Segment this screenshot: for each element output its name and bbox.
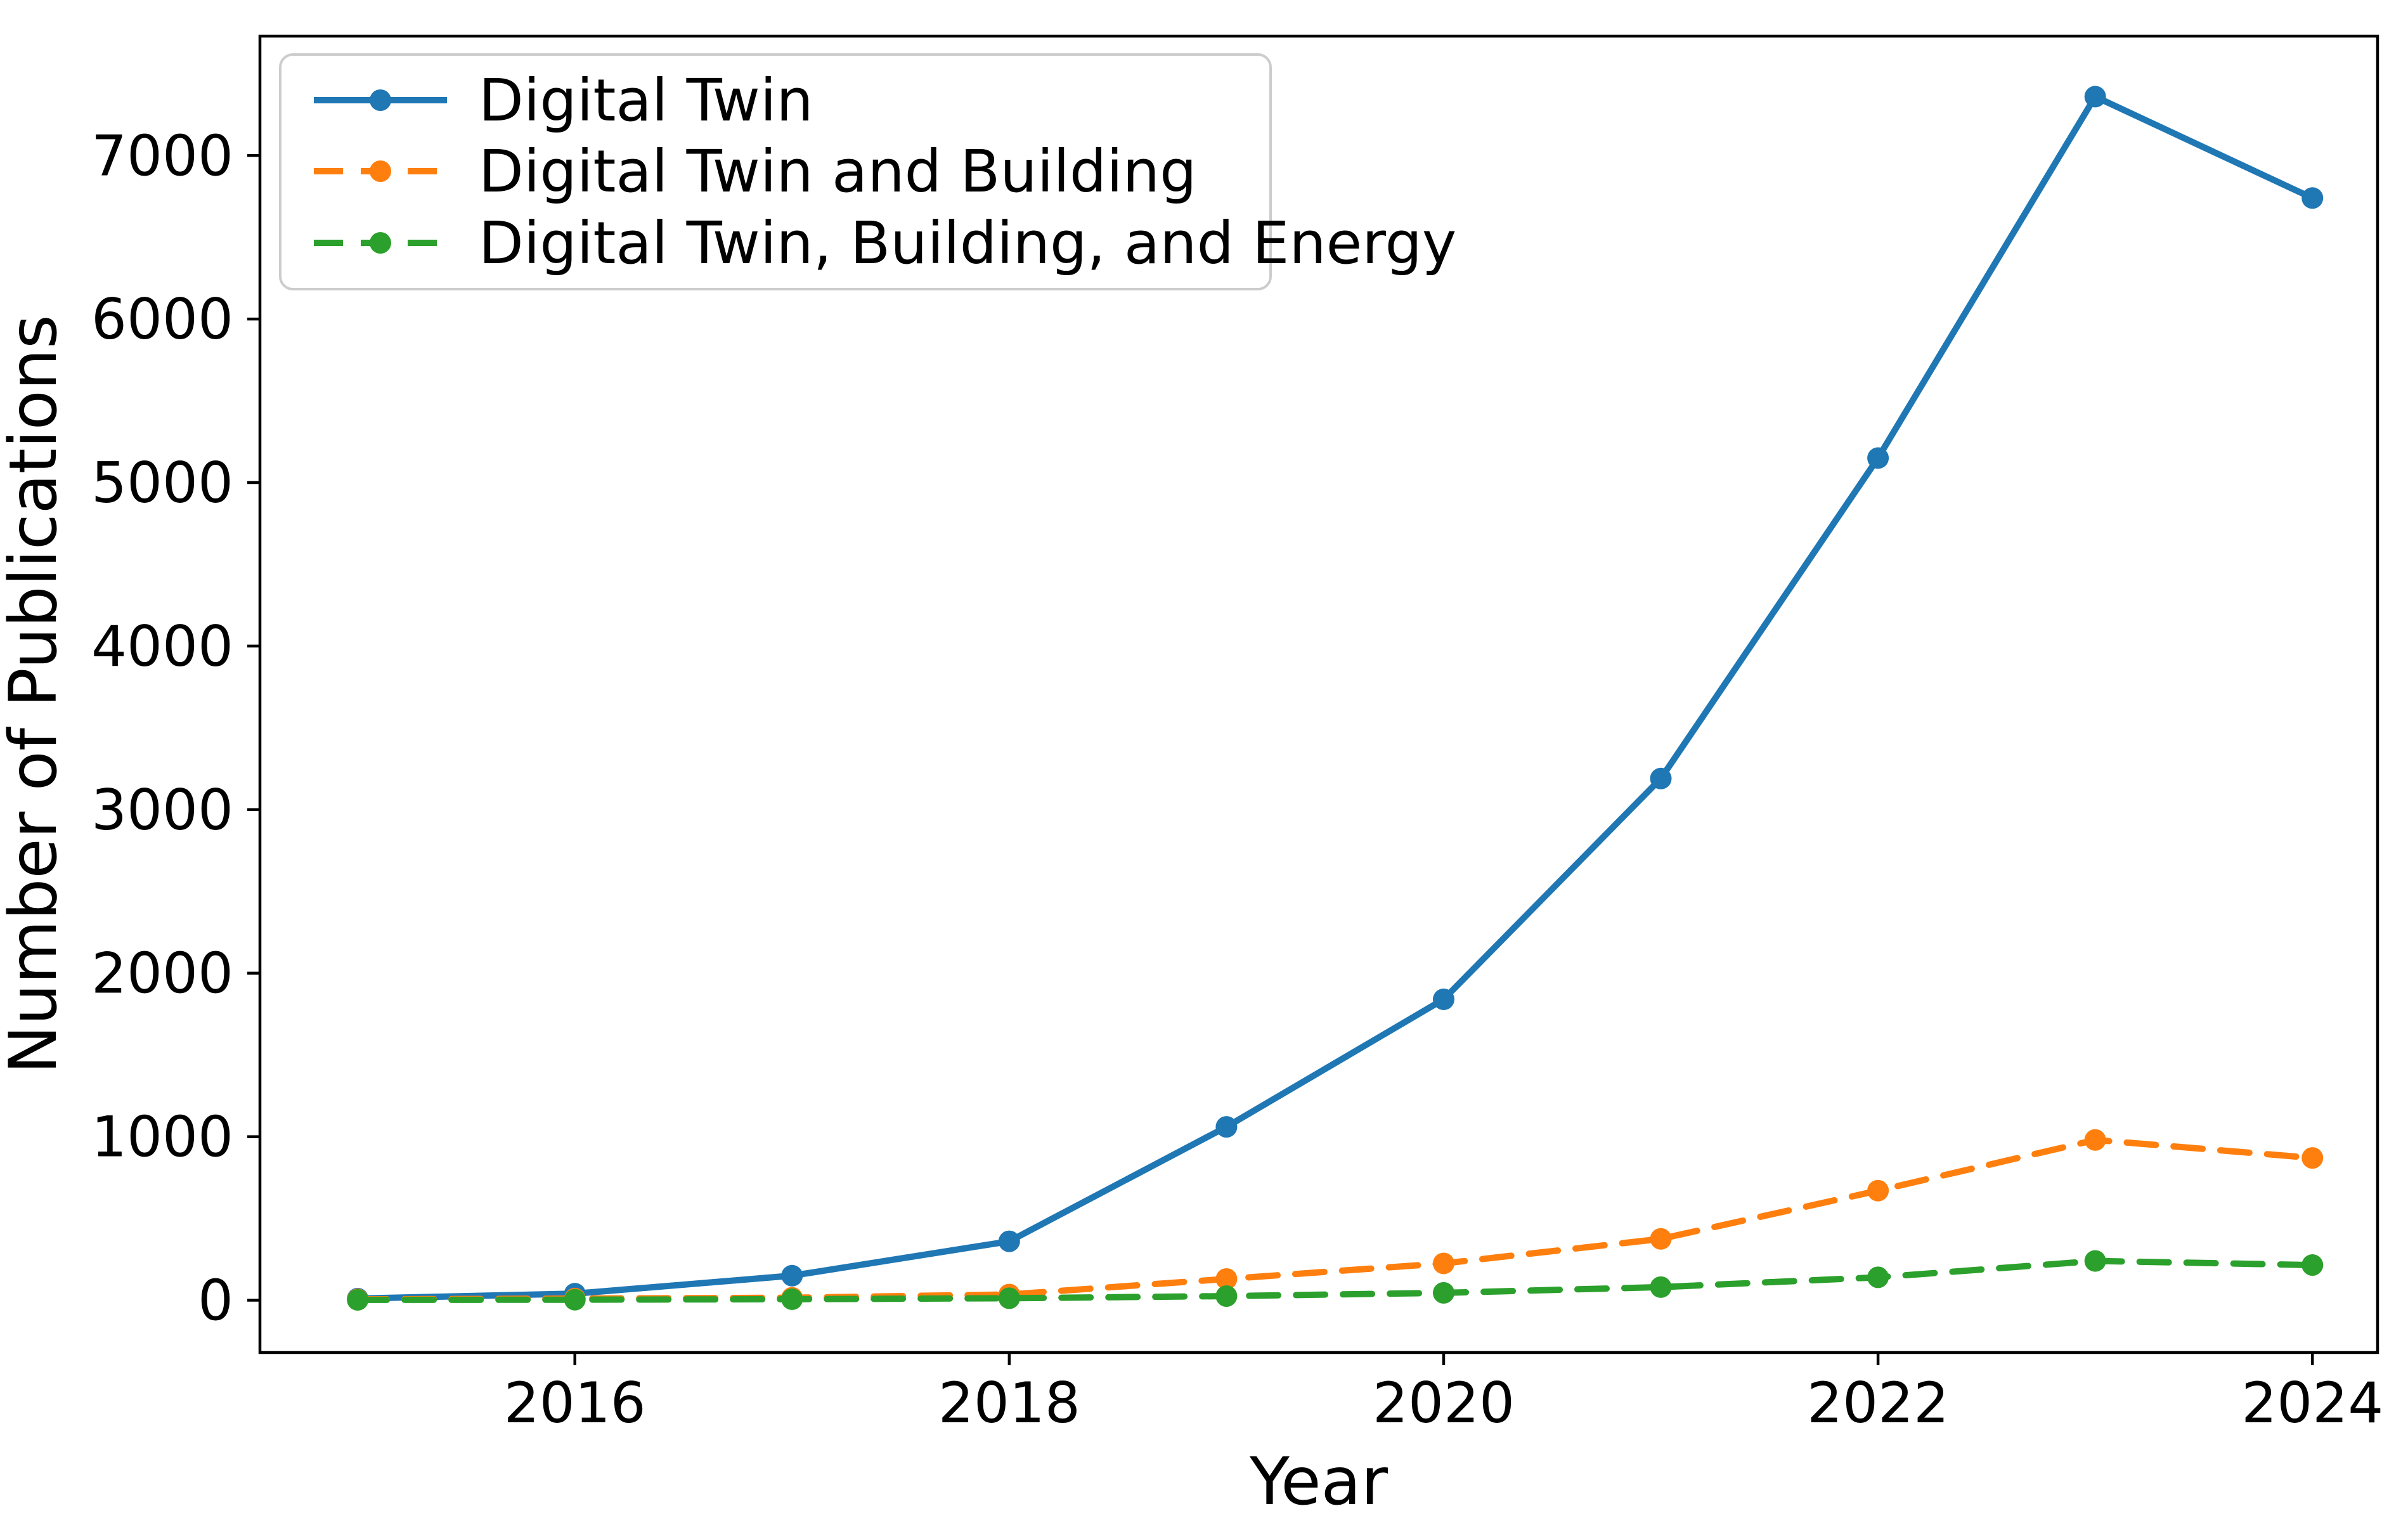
- y-tick-label: 7000: [91, 123, 233, 188]
- x-axis: 2016 2018 2020 2022 2024 Year: [504, 1353, 2383, 1520]
- data-point-digital-twin-building-and-energy-2016: [564, 1288, 586, 1311]
- data-point-digital-twin-2023: [2084, 86, 2106, 108]
- data-point-digital-twin-building-and-energy-2015: [347, 1288, 369, 1311]
- data-point-digital-twin-building-and-energy-2021: [1650, 1276, 1672, 1298]
- x-tick-label: 2018: [938, 1370, 1080, 1436]
- data-point-digital-twin-building-and-energy-2022: [1867, 1266, 1889, 1288]
- y-axis-title: Number of Publications: [0, 315, 72, 1074]
- y-axis: 0 1000 2000 3000 4000 5000 6000 7000 Number of P…: [0, 123, 260, 1333]
- y-tick-label: 6000: [91, 287, 233, 352]
- x-tick-label: 2024: [2241, 1370, 2383, 1436]
- series-line: [354, 1257, 2316, 1303]
- x-axis-title: Year: [1249, 1444, 1388, 1520]
- legend-item-digital-twin: Digital Twin: [314, 67, 813, 134]
- x-tick-label: 2020: [1373, 1370, 1515, 1436]
- data-point-digital-twin-2020: [1432, 988, 1454, 1010]
- y-tick-label: 1000: [91, 1105, 233, 1170]
- data-point-digital-twin-2024: [2301, 187, 2324, 209]
- data-point-digital-twin-2018: [998, 1230, 1020, 1252]
- data-point-digital-twin-building-and-energy-2018: [998, 1287, 1020, 1309]
- data-point-digital-twin-building-and-energy-2019: [1215, 1285, 1238, 1308]
- data-point-digital-twin-building-and-energy-2024: [2301, 1254, 2324, 1276]
- plot-area: [347, 86, 2324, 1311]
- series-line: [354, 93, 2316, 1302]
- legend-marker-icon: [370, 89, 391, 111]
- y-tick-label: 0: [198, 1268, 233, 1333]
- data-point-digital-twin-2019: [1215, 1116, 1238, 1138]
- data-point-digital-twin-and-building-2023: [2084, 1129, 2106, 1151]
- data-point-digital-twin-2021: [1650, 767, 1672, 789]
- legend-marker-icon: [370, 232, 391, 254]
- data-point-digital-twin-and-building-2019: [1215, 1268, 1238, 1290]
- legend-label: Digital Twin, Building, and Energy: [479, 209, 1456, 277]
- series-digital-twin-building-and-energy: [347, 1250, 2324, 1311]
- y-tick-label: 5000: [91, 450, 233, 516]
- y-tick-label: 4000: [91, 614, 233, 679]
- legend-marker-icon: [370, 160, 391, 182]
- data-point-digital-twin-and-building-2024: [2301, 1147, 2324, 1169]
- data-point-digital-twin-and-building-2020: [1432, 1252, 1454, 1275]
- x-tick-label: 2022: [1807, 1370, 1949, 1436]
- data-point-digital-twin-building-and-energy-2020: [1432, 1282, 1454, 1304]
- legend-label: Digital Twin and Building: [479, 138, 1196, 205]
- data-point-digital-twin-2022: [1867, 447, 1889, 469]
- data-point-digital-twin-building-and-energy-2023: [2084, 1250, 2106, 1272]
- y-tick-label: 3000: [91, 777, 233, 843]
- legend-item-digital-twin-and-building: Digital Twin and Building: [314, 138, 1196, 205]
- x-tick-label: 2016: [504, 1370, 646, 1436]
- data-point-digital-twin-and-building-2021: [1650, 1228, 1672, 1250]
- data-point-digital-twin-and-building-2022: [1867, 1179, 1889, 1202]
- legend-label: Digital Twin: [479, 67, 813, 134]
- plot-border: [258, 34, 2379, 1354]
- y-tick-label: 2000: [91, 941, 233, 1006]
- data-point-digital-twin-building-and-energy-2017: [781, 1288, 803, 1310]
- legend-item-digital-twin-building-and-energy: Digital Twin, Building, and Energy: [314, 209, 1456, 277]
- data-point-digital-twin-2017: [781, 1264, 803, 1287]
- legend-box: [279, 53, 1272, 290]
